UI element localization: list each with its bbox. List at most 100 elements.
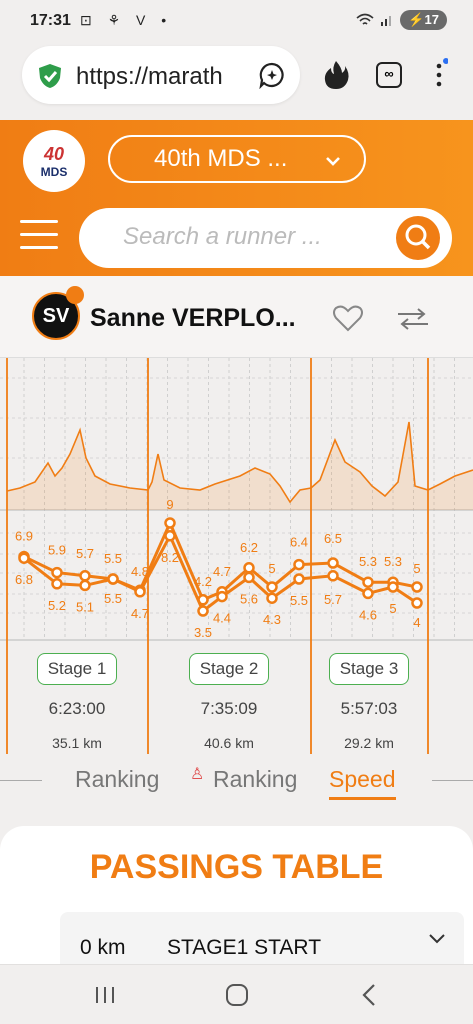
tab-divider bbox=[0, 780, 42, 781]
stage-1-time: 6:23:00 bbox=[48, 699, 106, 718]
runner-name: Sanne VERPLO... bbox=[90, 304, 296, 332]
speed-label: 4.4 bbox=[213, 611, 231, 626]
speed-label: 5.9 bbox=[48, 543, 66, 558]
stage-2-button[interactable]: Stage 2 bbox=[189, 653, 269, 685]
speed-point bbox=[266, 592, 278, 604]
shield-check-icon[interactable] bbox=[36, 62, 64, 90]
speed-label: 5.2 bbox=[48, 598, 66, 613]
speed-point bbox=[243, 571, 255, 584]
more-menu-icon[interactable] bbox=[434, 58, 448, 92]
speed-label: 5.7 bbox=[76, 546, 94, 561]
speed-label: 5.6 bbox=[240, 591, 258, 606]
speed-label: 6.4 bbox=[290, 535, 308, 550]
battery-indicator: ⚡17 bbox=[400, 10, 447, 30]
speed-label: 6.9 bbox=[15, 529, 33, 544]
speed-label: 8.2 bbox=[161, 550, 179, 565]
speed-label: 5.3 bbox=[359, 554, 377, 569]
stage-2-distance: 40.6 km bbox=[204, 735, 254, 751]
status-right: ⚡17 bbox=[356, 10, 447, 30]
passings-card: PASSINGS TABLE 0 km STAGE1 START bbox=[0, 826, 473, 966]
address-bar[interactable]: https://marath bbox=[22, 46, 300, 104]
logo-text: MDS bbox=[40, 164, 68, 179]
runner-search bbox=[79, 208, 452, 268]
chart-svg: 6.95.9 5.7 5.54.894.24.76.256.4 6.55.3 5.3 56… bbox=[0, 358, 473, 754]
hamburger-menu-icon[interactable] bbox=[20, 220, 58, 252]
recent-apps-icon[interactable] bbox=[90, 981, 120, 1009]
tab-speed[interactable]: Speed bbox=[329, 766, 396, 800]
chevron-down-icon[interactable] bbox=[428, 932, 446, 946]
status-bar: 17:31 ⊡ ⚘ V • ⚡17 bbox=[0, 0, 473, 44]
speed-label: 5.5 bbox=[290, 593, 308, 608]
fire-icon[interactable] bbox=[322, 60, 350, 90]
url-text[interactable]: https://marath bbox=[76, 63, 223, 90]
chevron-down-icon bbox=[324, 141, 342, 197]
stage-1-button[interactable]: Stage 1 bbox=[37, 653, 117, 685]
speed-label: 5 bbox=[268, 561, 275, 576]
browser-toolbar: https://marath ∞ bbox=[0, 44, 473, 120]
speed-label: 4 bbox=[413, 615, 420, 630]
passing-label: STAGE1 START bbox=[167, 936, 322, 959]
speed-point bbox=[411, 597, 423, 609]
back-icon[interactable] bbox=[355, 981, 385, 1009]
speed-point bbox=[79, 570, 91, 582]
stage-2-time: 7:35:09 bbox=[200, 699, 258, 718]
speed-point bbox=[79, 579, 91, 592]
speed-point bbox=[18, 552, 30, 564]
notification-icons: ⊡ ⚘ V • bbox=[80, 12, 173, 28]
search-input[interactable] bbox=[123, 222, 383, 252]
speed-point bbox=[266, 581, 278, 593]
elevation-fill bbox=[7, 422, 473, 510]
speed-point bbox=[197, 605, 209, 617]
speed-label: 4.6 bbox=[359, 607, 377, 622]
heart-icon[interactable] bbox=[332, 304, 364, 332]
speed-point bbox=[387, 581, 399, 593]
chart-tabs: Ranking ♙ Ranking Speed bbox=[0, 754, 473, 810]
speed-point bbox=[164, 530, 176, 542]
speed-point bbox=[216, 590, 228, 603]
tab-ranking-2[interactable]: Ranking bbox=[213, 766, 298, 792]
speed-point bbox=[327, 570, 339, 582]
speed-label: 5.1 bbox=[76, 599, 94, 614]
search-button[interactable] bbox=[396, 216, 440, 260]
speed-point bbox=[411, 581, 423, 593]
speed-point bbox=[51, 578, 63, 590]
speed-label: 3.5 bbox=[194, 625, 212, 640]
app-header: 40 MDS 40th MDS ... bbox=[0, 120, 473, 276]
speed-label: 6.5 bbox=[324, 531, 342, 546]
elevation-profile-line bbox=[6, 421, 473, 504]
event-name: 40th MDS ... bbox=[154, 145, 288, 172]
tabs-icon[interactable]: ∞ bbox=[376, 62, 402, 88]
speed-label: 4.8 bbox=[131, 564, 149, 579]
speed-point bbox=[164, 517, 176, 529]
tab-divider bbox=[432, 780, 473, 781]
stage-3-time: 5:57:03 bbox=[340, 699, 398, 718]
speed-point bbox=[107, 573, 119, 585]
status-time: 17:31 bbox=[30, 12, 71, 29]
avatar-badge bbox=[66, 286, 84, 304]
runner-icon: ♙ bbox=[190, 766, 205, 783]
speed-label: 4.7 bbox=[131, 606, 149, 621]
speed-point bbox=[362, 587, 374, 600]
table-row[interactable]: 0 km STAGE1 START bbox=[60, 912, 464, 966]
speed-label: 5 bbox=[413, 561, 420, 576]
event-logo[interactable]: 40 MDS bbox=[23, 130, 85, 192]
speed-label: 5.3 bbox=[384, 554, 402, 569]
tab-ranking[interactable]: Ranking bbox=[75, 766, 160, 792]
home-icon[interactable] bbox=[222, 981, 252, 1009]
speed-point bbox=[134, 586, 146, 598]
stage-1-distance: 35.1 km bbox=[52, 735, 102, 751]
speed-label: 9 bbox=[166, 497, 173, 512]
event-dropdown[interactable]: 40th MDS ... bbox=[108, 135, 366, 183]
system-nav-bar bbox=[0, 964, 473, 1024]
stage-3-distance: 29.2 km bbox=[344, 735, 394, 751]
speed-label: 4.2 bbox=[194, 574, 212, 589]
compare-arrows-icon[interactable] bbox=[396, 306, 430, 332]
speed-label: 5.7 bbox=[324, 592, 342, 607]
runner-bar: SV Sanne VERPLO... bbox=[0, 276, 473, 358]
speed-point bbox=[293, 573, 305, 585]
stage-3-button[interactable]: Stage 3 bbox=[329, 653, 409, 685]
speed-point bbox=[293, 558, 305, 571]
signal-icon bbox=[381, 16, 392, 26]
speed-label: 4.3 bbox=[263, 612, 281, 627]
assistant-chat-icon[interactable] bbox=[258, 61, 286, 89]
